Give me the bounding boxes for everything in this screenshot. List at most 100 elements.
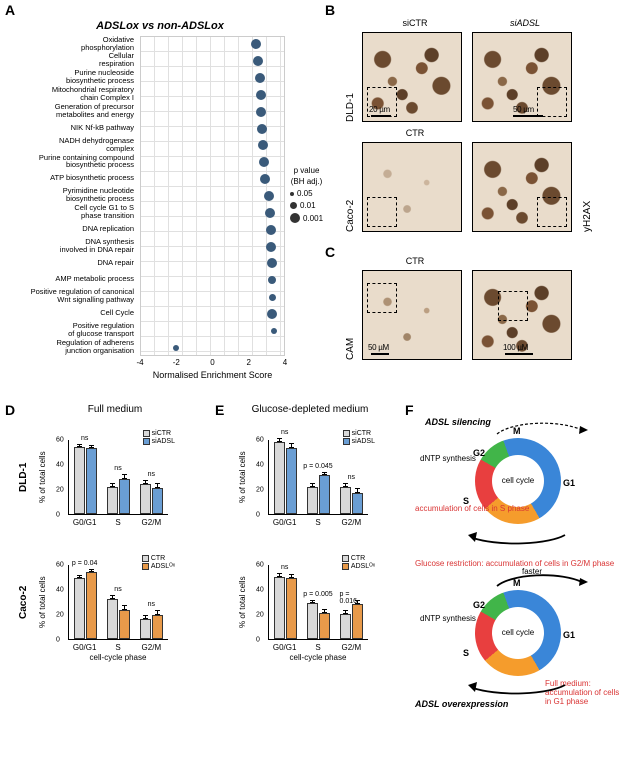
errbar: [279, 438, 280, 442]
gsea-dot: [268, 276, 276, 284]
bar: [74, 578, 85, 639]
panelB-siADSL-label: siADSL: [480, 18, 570, 28]
gsea-label: NIK Nf-kB pathway: [5, 124, 137, 132]
panelB-yH2AX: yH2AX: [582, 32, 593, 232]
panelA-legend: p value (BH adj.) 0.050.010.001: [290, 166, 323, 226]
panelE-chart2: 0204060% of total cellsG0/G1nsSp = 0.005…: [240, 555, 375, 655]
gsea-row: Purine nucleosidebiosynthetic process: [5, 70, 315, 85]
gsea-dot: [266, 225, 276, 235]
gsea-label: Purine containing compoundbiosynthetic p…: [5, 154, 137, 170]
ytick: 60: [56, 562, 64, 569]
panelD-title: Full medium: [30, 404, 200, 415]
panelB-img-3: [362, 142, 462, 232]
dntp-label-1: dNTP synthesis: [420, 455, 476, 464]
ytick: 0: [56, 637, 60, 644]
legend-item: 0.001: [290, 213, 323, 223]
legend-item: CTR: [142, 555, 175, 562]
bar: [119, 610, 130, 639]
gsea-row: NIK Nf-kB pathway: [5, 120, 315, 135]
gsea-label: Generation of precursormetabolites and e…: [5, 103, 137, 119]
panel-E-label: E: [215, 402, 224, 418]
errbar: [357, 488, 358, 493]
sig-label: ns: [114, 465, 121, 472]
ylabel: % of total cells: [238, 565, 247, 640]
bar: [352, 604, 363, 639]
bar: [319, 613, 330, 639]
gsea-dot: [256, 107, 266, 117]
cycle1-center: cell cycle: [492, 455, 544, 507]
panelA-title: ADSLox vs non-ADSLox: [5, 20, 315, 32]
gsea-dot: [256, 90, 266, 100]
panelF-cycle2: cell cycle M G1 S G2: [475, 590, 561, 676]
errbar: [112, 483, 113, 487]
gsea-row: Generation of precursormetabolites and e…: [5, 103, 315, 118]
errbar: [312, 483, 313, 487]
gsea-label: DNA replication: [5, 225, 137, 233]
ytick: 20: [56, 487, 64, 494]
sig-label: ns: [148, 471, 155, 478]
gsea-dot: [251, 39, 261, 49]
ytick: 60: [256, 437, 264, 444]
errbar: [312, 600, 313, 603]
bar: [307, 487, 318, 515]
gsea-label: DNA synthesisinvolved in DNA repair: [5, 238, 137, 254]
bar: [107, 599, 118, 639]
panel-C-label: C: [325, 244, 335, 260]
bar: [352, 493, 363, 514]
ytick: 40: [256, 587, 264, 594]
gsea-dot: [255, 73, 265, 83]
xtick: G2/M: [342, 518, 362, 527]
xtick: G0/G1: [273, 518, 297, 527]
sig-label: p = 0.045: [303, 463, 332, 470]
gsea-label: Mitochondrial respiratorychain Complex I: [5, 86, 137, 102]
xtick: G2/M: [142, 643, 162, 652]
ytick: 40: [56, 587, 64, 594]
bar: [152, 488, 163, 514]
arrow-2: [465, 680, 575, 702]
chart-legend: CTRADSLᴼˣ: [142, 555, 175, 571]
legend-item: ADSLᴼˣ: [142, 563, 175, 570]
bar: [319, 475, 330, 514]
chart-legend: siCTRsiADSL: [143, 430, 175, 446]
gsea-row: Cell cycle G1 to Sphase transition: [5, 204, 315, 219]
ytick: 20: [256, 612, 264, 619]
xtick: G0/G1: [73, 518, 97, 527]
errbar: [157, 483, 158, 488]
cycle2-center: cell cycle: [492, 607, 544, 659]
legend-item: siCTR: [143, 430, 175, 437]
bar: [140, 484, 151, 514]
bar: [340, 487, 351, 515]
panel-B-label: B: [325, 2, 335, 18]
ytick: 40: [256, 462, 264, 469]
errbar: [157, 610, 158, 615]
gsea-label: Oxidativephosphorylation: [5, 36, 137, 52]
panelB-Caco2-label: Caco-2: [345, 142, 356, 232]
panelC-img-2: 100 µM: [472, 270, 572, 360]
panelB-siCTR-label: siCTR: [370, 18, 460, 28]
gsea-dot: [271, 328, 277, 334]
errbar: [112, 595, 113, 599]
bar: [86, 448, 97, 514]
bar: [74, 447, 85, 515]
errbar: [345, 483, 346, 487]
gsea-row: Purine containing compoundbiosynthetic p…: [5, 154, 315, 169]
bar: [86, 572, 97, 640]
gluc-restrict: Glucose restriction: accumulation of cel…: [415, 560, 614, 569]
ytick: 0: [56, 512, 60, 519]
ytick: 20: [56, 612, 64, 619]
legend-item: siADSL: [343, 438, 375, 445]
panel-D-label: D: [5, 402, 15, 418]
ytick: 60: [256, 562, 264, 569]
gsea-row: Cell Cycle: [5, 305, 315, 320]
bar: [140, 619, 151, 639]
errbar: [291, 574, 292, 578]
xtick: G2/M: [142, 518, 162, 527]
gsea-row: Cellularrespiration: [5, 53, 315, 68]
gsea-row: Positive regulation of canonicalWnt sign…: [5, 289, 315, 304]
ytick: 40: [56, 462, 64, 469]
bar: [274, 442, 285, 515]
gsea-row: Regulation of adherensjunction organisat…: [5, 339, 315, 354]
sig-label: p = 0.005: [303, 591, 332, 598]
panelD-chart2: 0204060% of total cellsCaco-2G0/G1p = 0.…: [40, 555, 175, 655]
ytick: 60: [56, 437, 64, 444]
